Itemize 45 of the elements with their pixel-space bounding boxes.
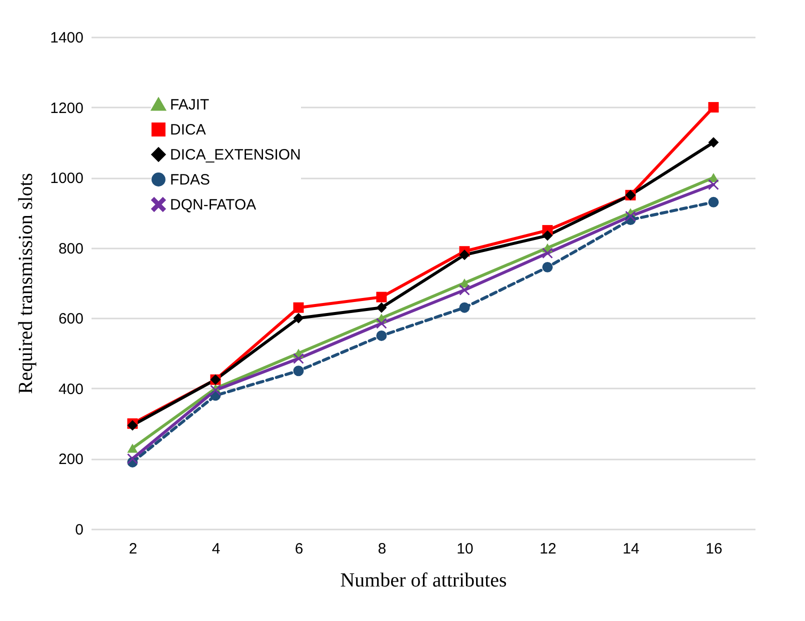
x-tick-label: 2 [128,540,138,558]
x-tick-label: 10 [456,540,474,558]
y-tick-label: 400 [58,380,84,398]
x-tick-label: 8 [378,540,386,558]
legend-label: FDAS [170,172,210,188]
y-axis-title: Required transmission slots [15,172,38,394]
point [293,302,304,313]
point [625,210,636,222]
y-tick-label: 600 [58,310,84,328]
point [708,137,719,148]
x-tick-label: 12 [540,540,556,558]
y-tick-label: 800 [58,240,84,258]
y-tick-label: 1000 [50,170,84,188]
point [210,384,221,396]
legend-label: DICA [170,122,206,138]
point [459,250,470,260]
x-axis-title: Number of attributes [340,570,508,592]
point [376,292,387,302]
point [542,248,553,258]
legend-label: DICA_EXTENSION [170,146,301,164]
point [542,230,553,241]
point [459,302,470,313]
point [376,318,387,329]
point [376,302,387,313]
y-tick-label: 200 [58,451,84,468]
point [293,353,304,364]
point [127,453,138,464]
point [376,330,387,341]
point [708,196,719,208]
legend-label: FAJIT [170,96,210,114]
x-tick-label: 16 [706,540,722,558]
y-tick-label: 1200 [50,100,84,117]
point [542,262,553,272]
x-tick-label: 4 [212,540,220,558]
x-tick-label: 6 [294,540,304,558]
y-tick-label: 1400 [50,30,84,46]
x-tick-label: 14 [622,540,640,558]
point [708,102,719,113]
legend-label: DQN-FATOA [170,196,256,214]
point [293,366,304,376]
y-tick-label: 0 [75,522,84,538]
point [459,284,470,296]
point [708,179,719,190]
point [293,312,304,324]
point [127,444,138,453]
